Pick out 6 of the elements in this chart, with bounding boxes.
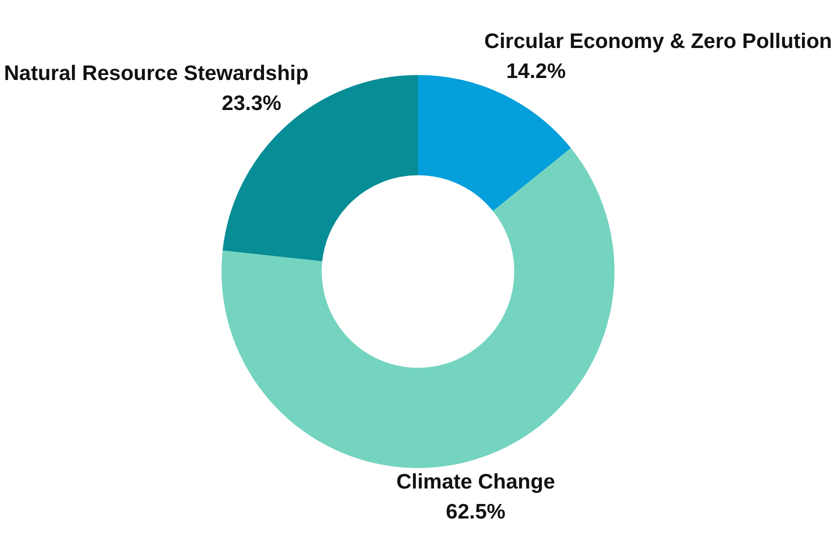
slice-label: Circular Economy & Zero Pollution: [484, 30, 832, 53]
slice-label: Natural Resource Stewardship: [4, 62, 309, 86]
slice-label: Climate Change: [396, 470, 556, 494]
data-label: 14.2%: [506, 60, 566, 83]
data-label: 62.5%: [446, 500, 506, 524]
data-label: 23.3%: [222, 92, 282, 116]
